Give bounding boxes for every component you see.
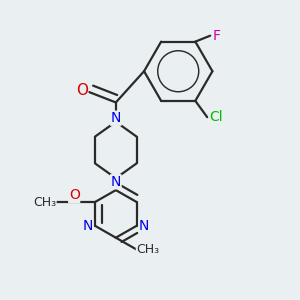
Text: N: N [139, 219, 149, 233]
Text: CH₃: CH₃ [136, 243, 160, 256]
Text: N: N [82, 219, 93, 233]
Text: F: F [213, 29, 221, 43]
Text: Cl: Cl [209, 110, 223, 124]
Text: O: O [76, 83, 88, 98]
Text: CH₃: CH₃ [33, 196, 56, 208]
Text: N: N [111, 175, 121, 189]
Text: O: O [69, 188, 80, 203]
Text: N: N [111, 111, 121, 125]
